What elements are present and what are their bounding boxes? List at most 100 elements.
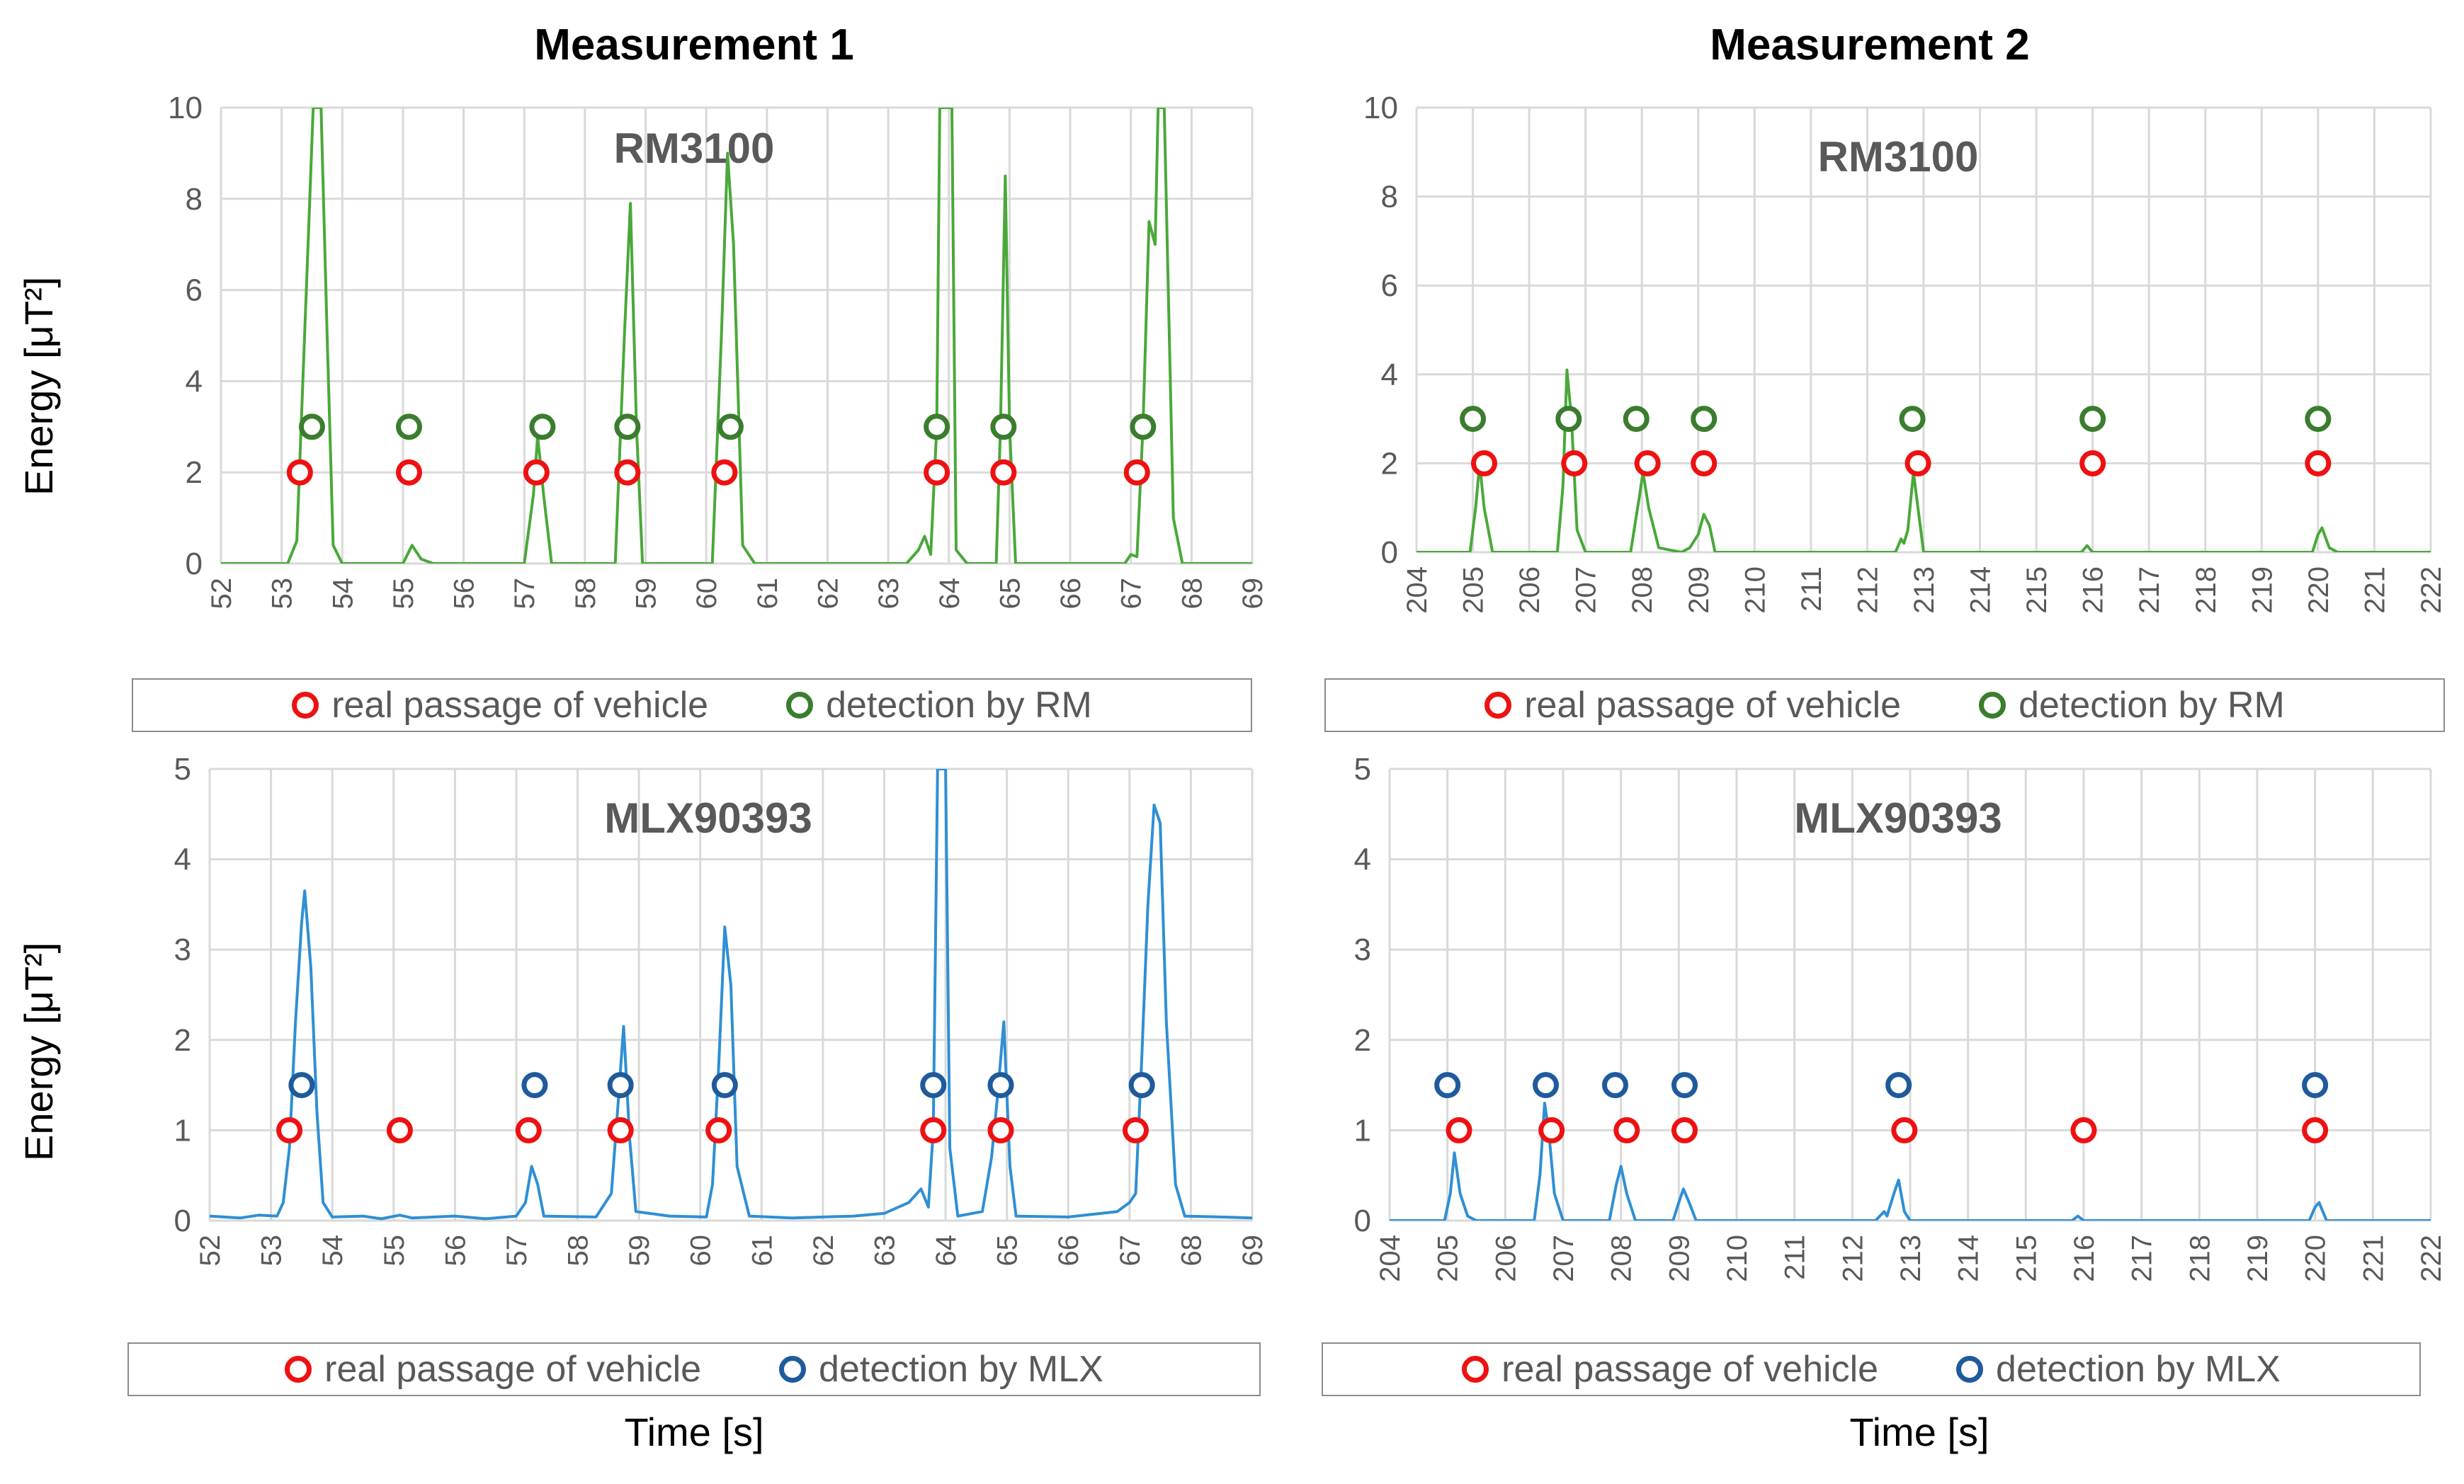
x-tick-label: 206: [1490, 1235, 1521, 1282]
real-passage-marker: [1122, 1117, 1149, 1143]
x-tick-label: 217: [2134, 566, 2165, 614]
legend-m2-mlx: real passage of vehicle detection by MLX: [1322, 1342, 2421, 1396]
x-tick-label: 210: [1739, 566, 1771, 614]
x-tick-label: 60: [686, 1235, 717, 1267]
legend-label-detection: detection by MLX: [819, 1349, 1103, 1390]
y-tick-label: 8: [1381, 180, 1398, 215]
real-passage-marker: [1891, 1117, 1918, 1143]
y-tick-label: 2: [1381, 446, 1398, 481]
blue-circle-marker-icon: [779, 1356, 807, 1383]
real-passage-marker: [515, 1117, 542, 1143]
x-tick-label: 219: [2247, 566, 2278, 614]
real-passage-marker: [1613, 1117, 1640, 1143]
measurement-2-title: Measurement 2: [1710, 21, 2030, 69]
real-passage-marker: [607, 1117, 634, 1143]
x-tick-label: 63: [869, 1235, 900, 1267]
x-tick-label: 58: [570, 578, 601, 610]
y-tick-label: 1: [1354, 1113, 1371, 1148]
real-passage-marker: [1634, 450, 1661, 476]
real-passage-marker: [705, 1117, 732, 1143]
x-tick-label: 53: [267, 578, 298, 610]
measurement-1-title: Measurement 1: [534, 21, 854, 69]
real-passage-marker: [2302, 1117, 2329, 1143]
real-passage-marker: [523, 459, 550, 486]
real-passage-marker: [1470, 450, 1497, 476]
x-tick-label: 210: [1722, 1235, 1753, 1282]
x-tick-label: 66: [1055, 578, 1086, 610]
x-tick-label: 67: [1116, 578, 1147, 610]
detection-marker: [987, 1072, 1014, 1099]
x-tick-label: 215: [2011, 1235, 2042, 1282]
legend-item-detection: detection by RM: [786, 684, 1092, 726]
real-passage-marker: [1904, 450, 1931, 476]
x-tick-label: 221: [2359, 566, 2390, 614]
legend-m1-rm: real passage of vehicle detection by RM: [132, 678, 1252, 732]
legend-label-real: real passage of vehicle: [331, 685, 709, 726]
y-tick-label: 10: [1363, 91, 1398, 125]
y-tick-label: 0: [174, 1204, 191, 1238]
x-axis-label-m1: Time [s]: [624, 1410, 764, 1454]
energy-series-line: [210, 769, 1252, 1221]
real-passage-marker: [386, 1117, 413, 1143]
green-circle-marker-icon: [1979, 692, 2006, 719]
y-tick-label: 6: [186, 273, 203, 308]
y-tick-label: 2: [1354, 1023, 1371, 1058]
x-tick-label: 214: [1965, 566, 1997, 614]
detection-marker: [2302, 1072, 2329, 1099]
x-tick-label: 66: [1053, 1235, 1084, 1267]
detection-marker: [990, 413, 1017, 440]
detection-marker: [614, 413, 641, 440]
legend-m1-mlx: real passage of vehicle detection by MLX: [127, 1342, 1261, 1396]
x-tick-label: 222: [2416, 1235, 2447, 1282]
y-tick-label: 0: [1381, 535, 1398, 570]
x-tick-label: 204: [1375, 1235, 1406, 1282]
x-tick-label: 218: [2191, 566, 2222, 614]
y-tick-label: 10: [168, 91, 203, 125]
y-tick-label: 5: [1354, 752, 1371, 787]
energy-series-line: [1390, 1102, 2431, 1221]
detection-marker: [1130, 413, 1157, 440]
detection-marker: [521, 1072, 548, 1099]
x-tick-label: 68: [1176, 578, 1208, 610]
x-tick-label: 213: [1895, 1235, 1926, 1282]
x-tick-label: 62: [808, 1235, 839, 1267]
real-passage-marker: [1561, 450, 1588, 476]
detection-marker: [1691, 406, 1718, 433]
y-tick-label: 1: [174, 1113, 191, 1148]
x-tick-label: 53: [256, 1235, 288, 1267]
legend-item-detection: detection by RM: [1979, 684, 2285, 726]
real-passage-marker: [1123, 459, 1150, 486]
x-tick-label: 52: [195, 1235, 226, 1267]
x-tick-label: 69: [1237, 1235, 1268, 1267]
detection-marker: [396, 413, 423, 440]
panel-title: RM3100: [614, 125, 775, 172]
detection-marker: [1460, 406, 1487, 433]
panel-title: MLX90393: [1794, 794, 2002, 842]
x-tick-label: 64: [931, 1235, 962, 1267]
real-passage-marker: [711, 459, 738, 486]
y-tick-label: 4: [174, 843, 191, 877]
detection-marker: [1671, 1072, 1698, 1099]
legend-label-real: real passage of vehicle: [1524, 685, 1902, 726]
x-tick-label: 56: [440, 1235, 471, 1267]
x-tick-label: 212: [1837, 1235, 1868, 1282]
y-tick-label: 3: [1354, 932, 1371, 967]
detection-marker: [529, 413, 556, 440]
real-passage-marker: [924, 459, 950, 486]
x-tick-label: 61: [752, 578, 783, 610]
x-tick-label: 65: [994, 578, 1026, 610]
energy-series-line: [1416, 368, 2431, 552]
y-tick-label: 3: [174, 932, 191, 967]
legend-item-detection: detection by MLX: [1956, 1348, 2281, 1391]
legend-item-detection: detection by MLX: [779, 1348, 1103, 1391]
x-tick-label: 219: [2242, 1235, 2273, 1282]
real-passage-marker: [614, 459, 641, 486]
x-tick-label: 57: [501, 1235, 533, 1267]
x-tick-label: 52: [206, 578, 237, 610]
y-tick-label: 6: [1381, 268, 1398, 303]
energy-series-line: [221, 108, 1252, 564]
real-passage-marker: [396, 459, 423, 486]
x-tick-label: 68: [1176, 1235, 1207, 1267]
